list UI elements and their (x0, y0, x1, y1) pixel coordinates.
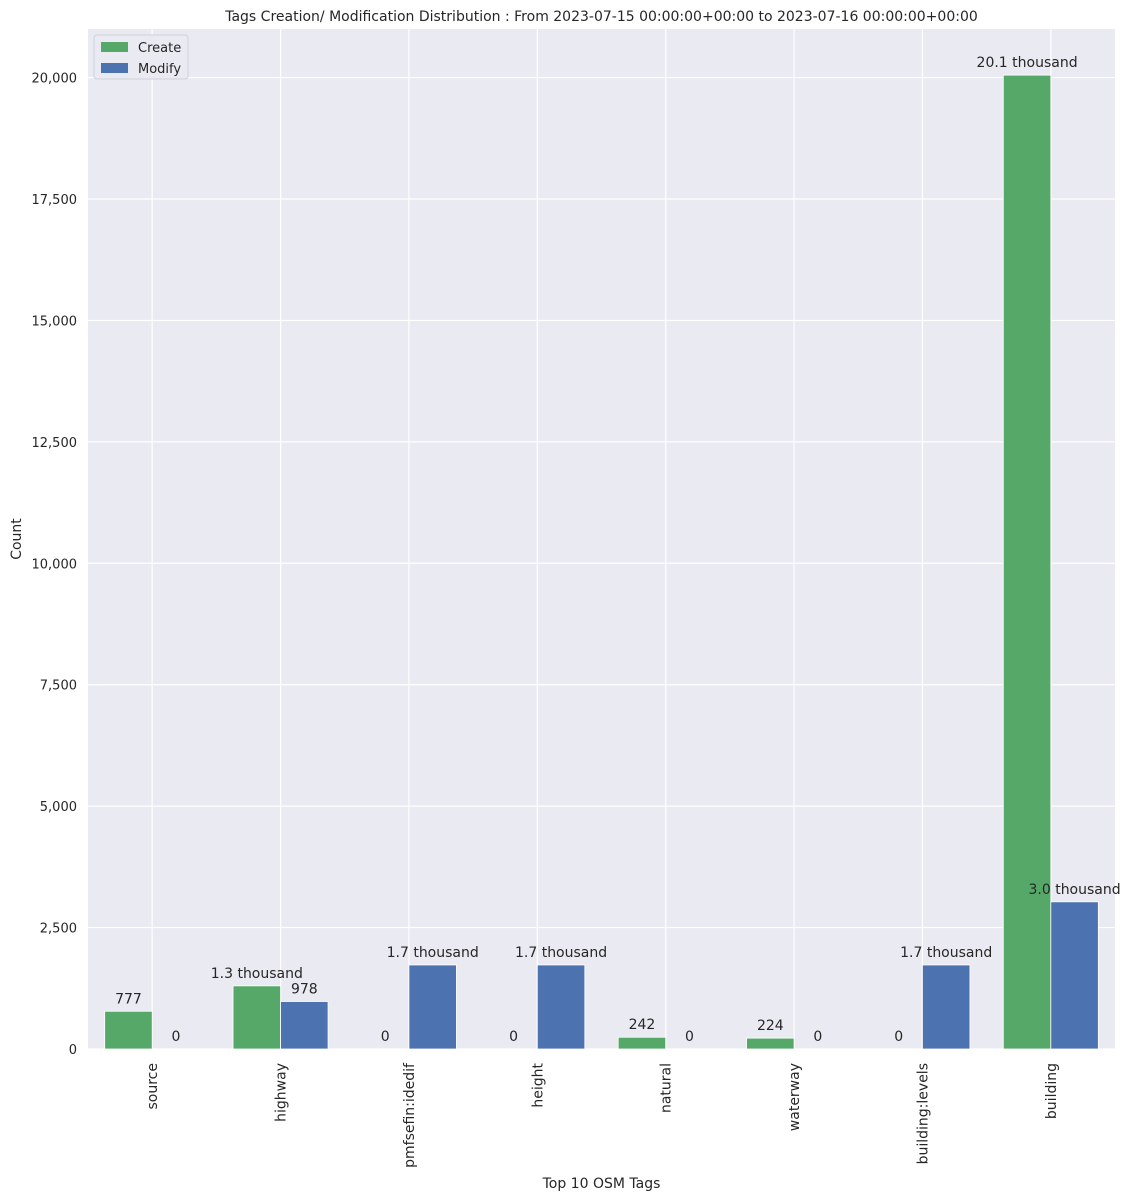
x-tick-label: waterway (787, 1063, 803, 1131)
bar-modify-building (1050, 901, 1099, 1050)
bar-value-label: 0 (813, 1029, 822, 1045)
y-axis-label: Count (9, 518, 25, 560)
y-tick-label: 12,500 (32, 436, 78, 451)
bar-create-highway (232, 985, 281, 1050)
bar-value-label: 242 (629, 1017, 656, 1033)
legend-label-modify: Modify (138, 62, 181, 77)
bar-value-label: 1.7 thousand (515, 945, 607, 961)
chart-title: Tags Creation/ Modification Distribution… (224, 9, 978, 25)
x-axis-label: Top 10 OSM Tags (542, 1176, 661, 1192)
x-axis-ticks: source highway pmfsefin:idedif height natura… (145, 1062, 1060, 1168)
bar-value-label: 0 (685, 1029, 694, 1045)
x-tick-label: pmfsefin:idedif (402, 1062, 418, 1168)
x-tick-label: source (145, 1063, 161, 1110)
plot-background (88, 29, 1115, 1049)
bar-value-label: 0 (509, 1029, 518, 1045)
y-tick-label: 2,500 (40, 922, 77, 937)
legend-label-create: Create (138, 41, 181, 56)
x-tick-label: height (530, 1062, 546, 1107)
bar-create-waterway (746, 1037, 795, 1050)
x-tick-label: highway (274, 1063, 290, 1122)
x-tick-label: building:levels (915, 1063, 931, 1164)
bar-modify-height (536, 964, 586, 1050)
bar-modify-highway (280, 1001, 329, 1050)
y-axis-ticks: 0 2,500 5,000 7,500 10,000 12,500 15,000 17,500… (32, 72, 78, 1058)
legend: Create Modify (93, 34, 189, 80)
bar-value-label: 20.1 thousand (977, 55, 1078, 71)
bar-value-label: 978 (291, 981, 318, 997)
y-tick-label: 17,500 (32, 193, 78, 208)
bar-value-label: 1.7 thousand (900, 945, 992, 961)
bars-group (104, 74, 1099, 1050)
y-tick-label: 10,000 (32, 557, 78, 572)
bar-value-label: 0 (171, 1029, 180, 1045)
legend-swatch-create (101, 42, 128, 52)
bar-value-label: 3.0 thousand (1028, 882, 1120, 898)
bar-value-label: 777 (115, 991, 142, 1007)
legend-swatch-modify (101, 63, 128, 73)
bar-create-building (1002, 74, 1052, 1050)
bar-modify-pmfsefin-idedif (408, 964, 457, 1050)
y-tick-label: 5,000 (40, 800, 77, 815)
y-tick-label: 20,000 (32, 72, 78, 87)
bar-value-label: 0 (381, 1029, 390, 1045)
bar-create-natural (617, 1036, 667, 1050)
x-tick-label: natural (659, 1063, 675, 1113)
y-tick-label: 15,000 (32, 314, 78, 329)
bar-create-source (104, 1010, 153, 1050)
bar-value-label: 1.3 thousand (211, 966, 303, 982)
bar-value-label: 224 (757, 1018, 784, 1034)
y-tick-label: 7,500 (40, 679, 77, 694)
x-tick-label: building (1044, 1063, 1060, 1119)
bar-value-label: 1.7 thousand (387, 945, 479, 961)
bar-value-label: 0 (894, 1029, 903, 1045)
bar-labels-group: 777 1.3 thousand 0 0 242 224 0 20.1 thousand 0 97… (115, 55, 1121, 1045)
y-tick-label: 0 (69, 1043, 77, 1058)
bar-modify-building-levels (922, 964, 971, 1050)
